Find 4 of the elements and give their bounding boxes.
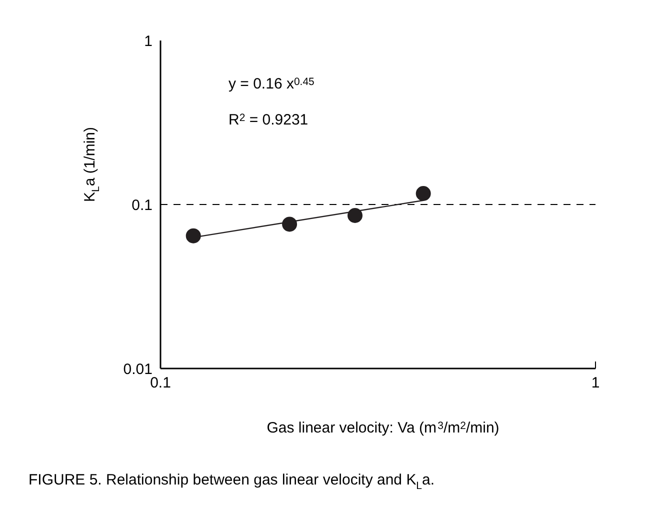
y-tick-label: 0.1 bbox=[132, 197, 153, 214]
y-tick-label: 1 bbox=[144, 33, 152, 50]
y-axis-title: KLa (1/min) bbox=[82, 126, 102, 202]
y-tick-label: 0.01 bbox=[123, 361, 153, 378]
